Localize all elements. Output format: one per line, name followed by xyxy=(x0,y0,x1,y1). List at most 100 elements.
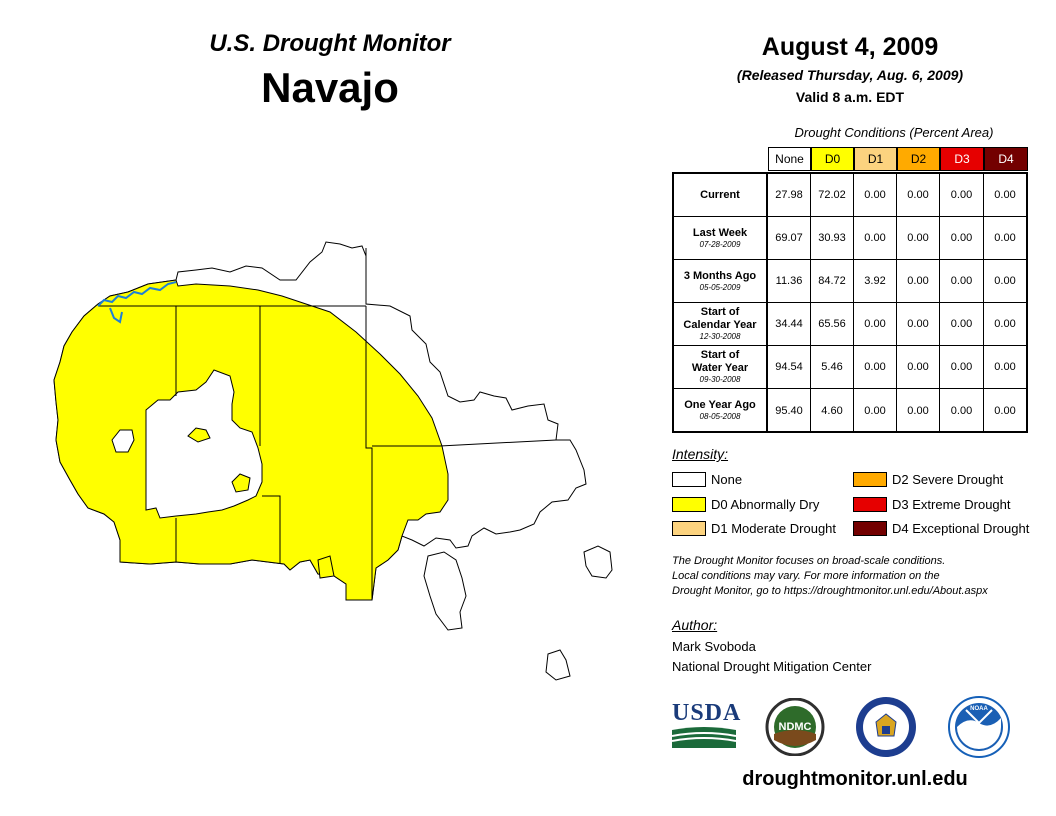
map-subtitle: U.S. Drought Monitor xyxy=(209,30,451,57)
note-line: The Drought Monitor focuses on broad-sca… xyxy=(672,555,946,567)
ndmc-logo-text: NDMC xyxy=(779,721,812,733)
noaa-logo: NOAA xyxy=(948,696,1010,758)
row-label: Start of Water Year 09-30-2008 xyxy=(674,346,768,388)
row-date: 08-05-2008 xyxy=(699,412,741,421)
parcel xyxy=(317,555,335,579)
legend-label: D3 Extreme Drought xyxy=(892,497,1011,512)
cell-d3: 0.00 xyxy=(940,303,984,345)
cell-d1: 0.00 xyxy=(854,389,897,432)
cell-d2: 0.00 xyxy=(897,389,940,432)
row-label-text-2: Water Year xyxy=(691,362,749,374)
valid-time: Valid 8 a.m. EDT xyxy=(795,89,905,105)
row-label: Last Week 07-28-2009 xyxy=(674,217,768,259)
row-label: Start of Calendar Year 12-30-2008 xyxy=(674,303,768,345)
cell-none: 34.44 xyxy=(768,303,811,345)
ndmc-logo: NDMC xyxy=(765,698,825,756)
legend-swatch-d1 xyxy=(672,521,706,536)
author-name: Mark Svoboda xyxy=(672,639,756,654)
cell-d0: 4.60 xyxy=(811,389,854,432)
column-header-d4: D4 xyxy=(984,147,1028,171)
usda-logo: USDA xyxy=(671,700,742,748)
cell-d4: 0.00 xyxy=(994,232,1016,244)
cell-d2: 0.00 xyxy=(897,174,940,216)
drought-map xyxy=(53,241,613,681)
legend-swatch-d4 xyxy=(853,521,887,536)
author-title: Author: xyxy=(672,617,718,633)
cell-d2: 0.00 xyxy=(897,260,940,302)
cell-d3: 0.00 xyxy=(940,217,984,259)
cell-d1: 3.92 xyxy=(854,260,897,302)
row-label-text: One Year Ago xyxy=(684,399,756,411)
usda-logo-text: USDA xyxy=(672,700,742,726)
row-date: 12-30-2008 xyxy=(699,332,741,341)
column-header-label: D2 xyxy=(910,152,927,166)
column-header-d2: D2 xyxy=(897,147,940,171)
legend-swatch-d2 xyxy=(853,472,887,487)
cell-d2: 0.00 xyxy=(897,217,940,259)
legend-label: D1 Moderate Drought xyxy=(711,521,837,536)
cell-d3: 0.00 xyxy=(940,389,984,432)
row-label: 3 Months Ago 05-05-2009 xyxy=(674,260,768,302)
disclaimer-note: The Drought Monitor focuses on broad-sca… xyxy=(672,554,1042,599)
cell-d4: 0.00 xyxy=(994,189,1016,201)
cell-none: 95.40 xyxy=(768,389,811,432)
legend-label: None xyxy=(711,472,743,487)
row-label-text: Start of xyxy=(700,349,740,361)
cell-d1: 0.00 xyxy=(854,174,897,216)
cell-d0: 72.02 xyxy=(811,174,854,216)
cell-d2: 0.00 xyxy=(897,346,940,388)
column-header-label: D0 xyxy=(824,152,841,166)
legend-swatch-none xyxy=(672,472,706,487)
cell-none: 11.36 xyxy=(768,260,811,302)
cell-d4: 0.00 xyxy=(994,318,1016,330)
legend-label: D0 Abnormally Dry xyxy=(711,497,820,512)
cell-d3: 0.00 xyxy=(940,260,984,302)
cell-none: 69.07 xyxy=(768,217,811,259)
legend-label: D4 Exceptional Drought xyxy=(892,521,1030,536)
usda-logo-graphic xyxy=(671,727,737,748)
legend-swatch-d3 xyxy=(853,497,887,512)
parcel xyxy=(423,551,467,631)
row-label-text: 3 Months Ago xyxy=(683,269,757,282)
table-row: One Year Ago 08-05-2008 95.40 4.60 0.00 0… xyxy=(674,389,1026,432)
row-date: 05-05-2009 xyxy=(699,282,741,292)
column-header-d1: D1 xyxy=(854,147,897,171)
column-header-d3: D3 xyxy=(940,147,984,171)
row-label-text-2: Calendar Year xyxy=(683,319,757,331)
cell-d0: 65.56 xyxy=(811,303,854,345)
legend-swatch-d0 xyxy=(672,497,706,512)
column-header-label: D3 xyxy=(954,152,970,166)
table-row: 3 Months Ago 05-05-2009 11.36 84.72 3.92 … xyxy=(674,260,1026,303)
white-island xyxy=(111,429,135,453)
cell-d1: 0.00 xyxy=(854,303,897,345)
cell-d4: 0.00 xyxy=(994,361,1016,373)
cell-d0: 84.72 xyxy=(811,260,854,302)
table-row: Start of Water Year 09-30-2008 94.54 5.46 … xyxy=(674,346,1026,389)
cell-d3: 0.00 xyxy=(940,174,984,216)
note-line: Local conditions may vary. For more info… xyxy=(672,570,940,582)
legend-label: D2 Severe Drought xyxy=(892,472,1004,487)
row-label-text: Start of xyxy=(700,306,740,318)
row-date: 07-28-2009 xyxy=(699,239,741,249)
row-label: Current xyxy=(674,174,768,216)
cell-d4: 0.00 xyxy=(994,275,1016,287)
row-label-text: Current xyxy=(700,188,740,201)
cell-none: 94.54 xyxy=(768,346,811,388)
doc-seal-logo xyxy=(856,697,916,757)
column-header-label: D1 xyxy=(867,152,884,166)
cell-d2: 0.00 xyxy=(897,303,940,345)
region-title: Navajo xyxy=(261,64,399,111)
table-caption: Drought Conditions (Percent Area) xyxy=(794,125,994,140)
cell-d0: 5.46 xyxy=(811,346,854,388)
cell-d0: 30.93 xyxy=(811,217,854,259)
yellow-island xyxy=(187,427,211,443)
table-row: Current 27.98 72.02 0.00 0.00 0.00 0.00 xyxy=(674,174,1026,217)
release-date: (Released Thursday, Aug. 6, 2009) xyxy=(736,67,964,83)
column-header-none: None xyxy=(768,147,811,171)
column-header-d0: D0 xyxy=(811,147,854,171)
table-row: Last Week 07-28-2009 69.07 30.93 0.00 0.0… xyxy=(674,217,1026,260)
website-link[interactable]: droughtmonitor.unl.edu xyxy=(742,768,968,790)
cell-none: 27.98 xyxy=(768,174,811,216)
cell-d4: 0.00 xyxy=(994,404,1016,417)
boundary-lines xyxy=(98,248,557,600)
